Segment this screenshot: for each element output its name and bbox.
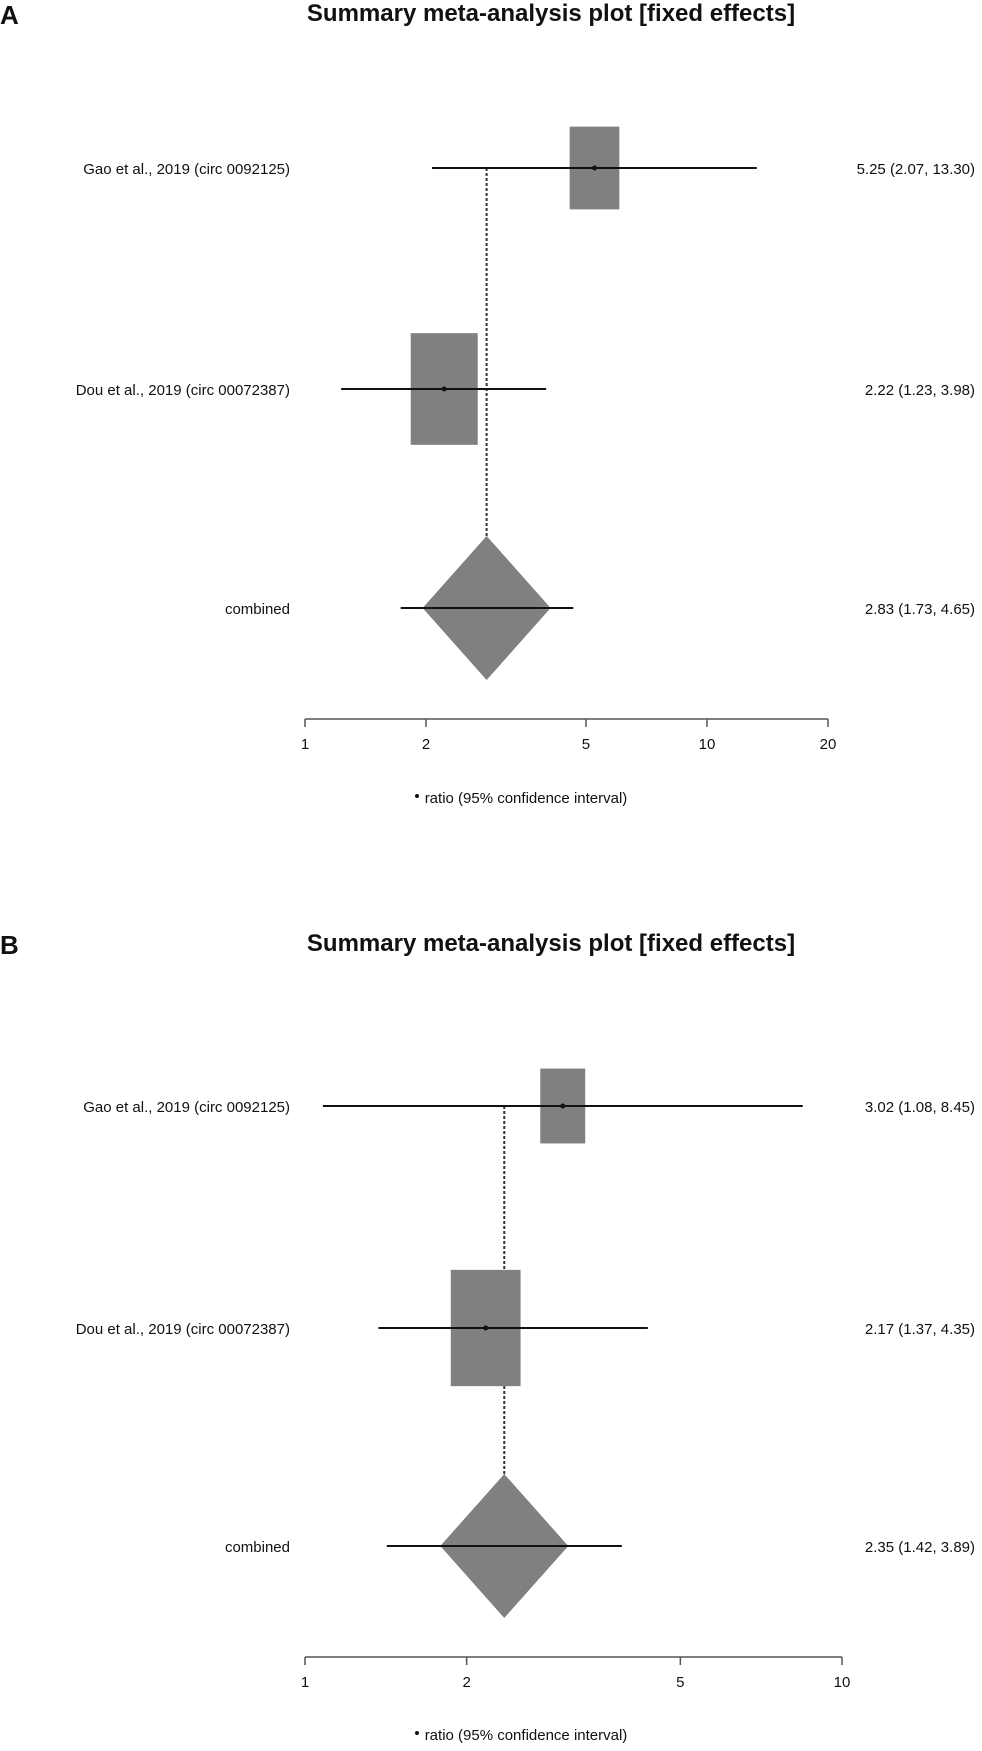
panel-label: B [0,930,19,960]
legend-label: ratio (95% confidence interval) [424,1727,628,1744]
chart-title: Summary meta-analysis plot [fixed effect… [306,0,796,27]
x-tick-label: 5 [676,1674,684,1691]
study-point [560,1103,566,1109]
x-tick-label: 10 [699,736,716,753]
combined-ci-text: 2.83 (1.73, 4.65) [865,601,975,618]
forest-plot-panel-b: B Summary meta-analysis plot [fixed effe… [0,930,982,1751]
forest-plot-panel-a: A Summary meta-analysis plot [fixed effe… [0,0,982,807]
study-point [441,386,447,392]
combined-ci-text: 2.35 (1.42, 3.89) [865,1539,975,1556]
study-ci-text: 3.02 (1.08, 8.45) [865,1099,975,1116]
panel-label: A [0,0,19,30]
combined-label: combined [225,601,290,618]
forest-plot-svg: Gao et al., 2019 (circ 0092125) 3.02 (1.0… [76,1068,975,1691]
forest-plot-svg: Gao et al., 2019 (circ 0092125) 5.25 (2.0… [76,126,975,753]
combined-label: combined [225,1539,290,1556]
study-ci-text: 2.17 (1.37, 4.35) [865,1321,975,1338]
study-ci-text: 2.22 (1.23, 3.98) [865,382,975,399]
legend-dot-icon [414,1731,419,1735]
study-label: Gao et al., 2019 (circ 0092125) [83,1099,290,1116]
legend: ratio (95% confidence interval) [0,790,982,807]
chart-title: Summary meta-analysis plot [fixed effect… [306,930,796,957]
study-label: Gao et al., 2019 (circ 0092125) [83,161,290,178]
study-label: Dou et al., 2019 (circ 00072387) [76,1321,290,1338]
x-tick-label: 1 [301,1674,309,1691]
x-tick-label: 2 [462,1674,470,1691]
study-point [483,1325,489,1331]
x-tick-label: 20 [820,736,837,753]
x-tick-label: 1 [301,736,309,753]
x-tick-label: 10 [834,1674,851,1691]
study-point [591,165,597,171]
legend: ratio (95% confidence interval) [0,1727,982,1744]
study-label: Dou et al., 2019 (circ 00072387) [76,382,290,399]
study-ci-text: 5.25 (2.07, 13.30) [857,161,975,178]
legend-dot-icon [414,794,419,798]
legend-label: ratio (95% confidence interval) [424,790,628,807]
x-tick-label: 5 [582,736,590,753]
x-tick-label: 2 [422,736,430,753]
